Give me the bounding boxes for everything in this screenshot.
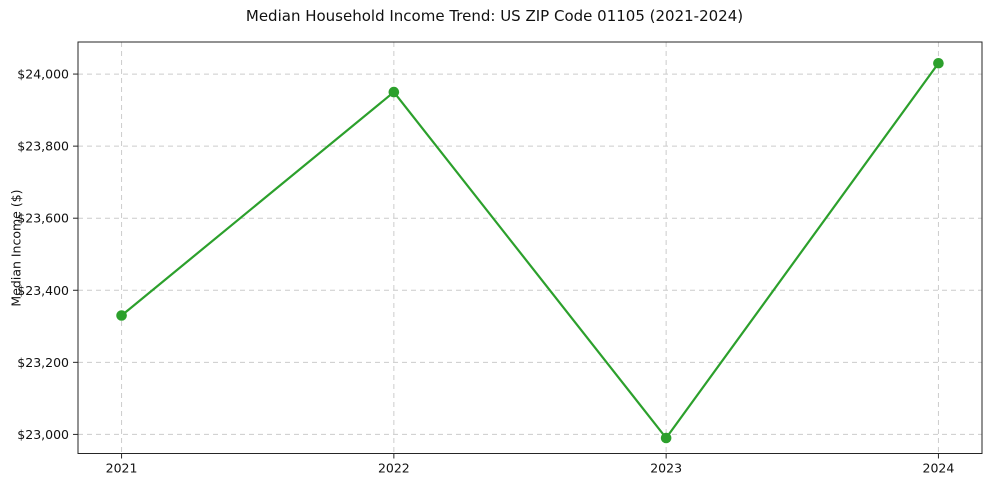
chart-title: Median Household Income Trend: US ZIP Co…: [245, 7, 744, 25]
y-tick-label: $23,400: [17, 283, 69, 298]
data-point-2024: [933, 57, 944, 69]
y-tick-label: $24,000: [17, 67, 69, 82]
y-tick-label: $23,800: [17, 139, 69, 154]
y-tick-label: $23,000: [17, 427, 69, 442]
y-tick-label: $23,600: [17, 211, 69, 226]
data-point-2023: [660, 432, 672, 444]
x-tick-label: 2021: [106, 461, 138, 476]
y-tick-label: $23,200: [17, 355, 69, 370]
data-point-2022: [388, 86, 400, 98]
x-tick-label: 2023: [650, 461, 682, 476]
x-tick-label: 2024: [923, 461, 955, 476]
plot-frame: [77, 41, 983, 454]
data-point-2021: [116, 310, 127, 321]
trend-line: [120, 62, 940, 440]
x-tick-label: 2022: [378, 461, 410, 476]
